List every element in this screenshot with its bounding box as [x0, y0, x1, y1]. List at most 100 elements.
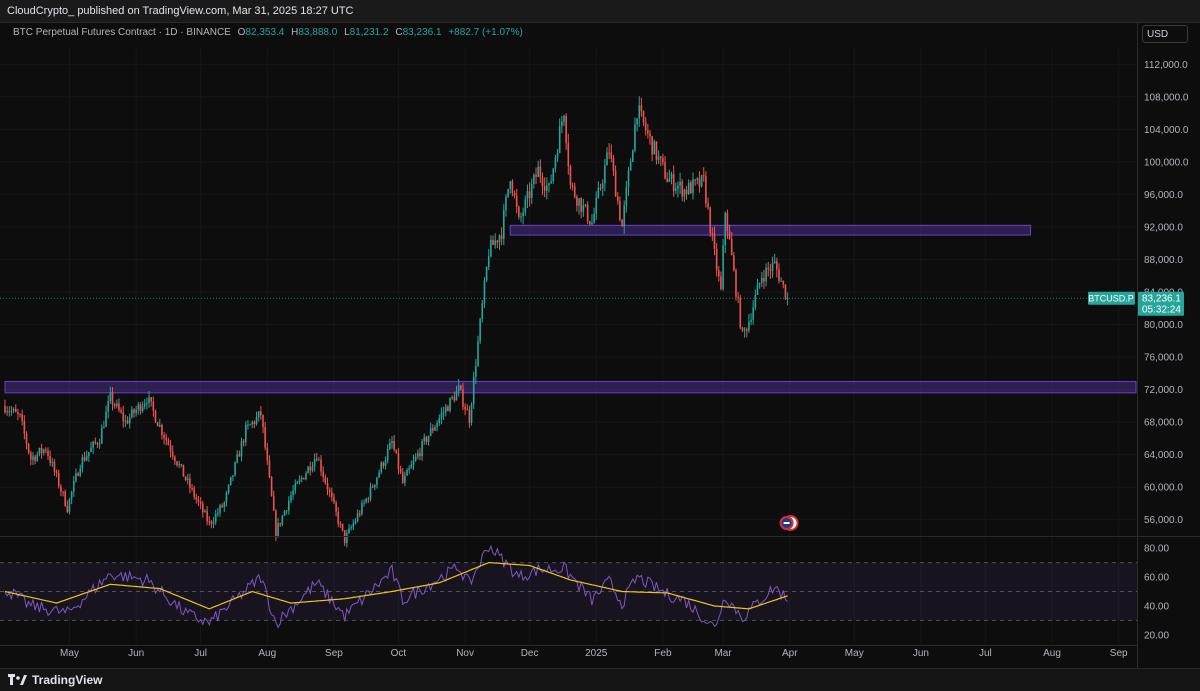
candle-body	[335, 502, 337, 512]
candle-body	[565, 115, 567, 144]
time-tick-label: Jun	[913, 648, 929, 659]
candle-body	[733, 255, 735, 271]
candle-body	[417, 453, 419, 457]
candle-body	[225, 492, 228, 503]
candle-body	[249, 424, 251, 426]
candle-body	[414, 456, 417, 461]
symbol-legend: BTC Perpetual Futures Contract · 1D · BI…	[13, 27, 523, 38]
candle-body	[541, 177, 544, 187]
candle-body	[713, 233, 716, 249]
candle-body	[139, 404, 142, 411]
candle-body	[281, 515, 284, 525]
candle-body	[169, 445, 172, 452]
candle-body	[131, 409, 133, 418]
candle-body	[81, 457, 84, 469]
candle-body	[217, 512, 219, 514]
candle-body	[6, 411, 8, 413]
candle-body	[174, 456, 176, 462]
candle-body	[60, 486, 62, 492]
candle-body	[668, 178, 671, 182]
candle-body	[195, 496, 198, 500]
change-value: +882.7 (+1.07%)	[448, 27, 523, 38]
candle-body	[124, 420, 127, 422]
close-key: C	[395, 27, 403, 38]
candle-body	[464, 406, 466, 410]
candle-body	[773, 261, 776, 264]
candle-body	[597, 187, 600, 198]
candle-body	[436, 423, 438, 428]
time-tick-label: 2025	[585, 648, 608, 659]
candle-body	[440, 413, 443, 419]
candle-body	[189, 478, 191, 488]
candle-body	[382, 462, 385, 466]
candle-body	[524, 199, 527, 213]
candle-body	[116, 403, 118, 406]
candle-body	[318, 459, 320, 461]
candle-body	[614, 170, 617, 197]
candle-body	[644, 122, 647, 131]
candle-body	[447, 406, 449, 412]
rsi-line	[4, 544, 788, 629]
candle-body	[421, 440, 423, 457]
candle-body	[756, 284, 759, 295]
candle-body	[679, 181, 681, 186]
candle-body	[767, 267, 770, 270]
price-tick-label: 56,000.0	[1144, 515, 1183, 526]
candle-body	[277, 523, 279, 537]
candle-body	[606, 152, 608, 166]
candle-body	[262, 415, 264, 428]
candle-body	[152, 401, 155, 411]
candle-body	[449, 397, 451, 412]
candle-body	[294, 483, 297, 491]
candle-body	[728, 231, 731, 239]
candle-body	[784, 284, 787, 299]
candle-body	[42, 449, 45, 453]
candle-body	[191, 487, 193, 489]
candle-body	[763, 277, 765, 282]
candle-body	[53, 461, 56, 472]
candle-body	[4, 405, 6, 413]
candle-body	[649, 133, 651, 137]
candle-body	[479, 318, 481, 342]
high-key: H	[291, 27, 299, 38]
time-tick-label: Sep	[325, 648, 343, 659]
candle-body	[515, 195, 518, 208]
time-tick-label: Jun	[128, 648, 144, 659]
price-tick-label: 64,000.0	[1144, 450, 1183, 461]
candle-body	[401, 472, 404, 483]
candle-body	[77, 473, 79, 476]
candle-body	[711, 232, 714, 234]
chart-canvas[interactable]: 56,000.0 60,000.0 64,000.0 68,000.0 72,000.0…	[0, 0, 1200, 668]
candle-body	[184, 476, 187, 481]
candle-body	[451, 396, 453, 398]
candle-body	[505, 196, 507, 211]
candle-body	[255, 417, 258, 425]
candle-body	[180, 464, 183, 466]
time-tick-label: Dec	[521, 648, 539, 659]
candle-body	[702, 175, 705, 177]
candle-body	[88, 452, 90, 457]
candle-body	[662, 157, 664, 163]
zones	[4, 224, 1137, 394]
candle-body	[328, 490, 331, 493]
time-tick-label: Aug	[1043, 648, 1061, 659]
currency-button[interactable]: USD	[1142, 25, 1188, 43]
candle-body	[567, 143, 570, 167]
candle-body	[83, 457, 86, 461]
candle-body	[423, 437, 426, 441]
candle-body	[627, 170, 630, 188]
candle-body	[584, 204, 587, 206]
candle-body	[251, 421, 254, 425]
candle-body	[393, 441, 395, 450]
candle-body	[298, 479, 301, 482]
event-marker[interactable]	[779, 515, 799, 531]
candle-body	[171, 451, 174, 457]
candle-body	[380, 462, 383, 473]
candle-body	[576, 196, 578, 206]
candle-body	[17, 412, 19, 415]
price-zone-rect	[509, 224, 1032, 236]
candle-body	[290, 495, 292, 501]
candle-body	[279, 523, 281, 525]
candle-body	[552, 168, 555, 182]
candle-body	[442, 412, 445, 414]
